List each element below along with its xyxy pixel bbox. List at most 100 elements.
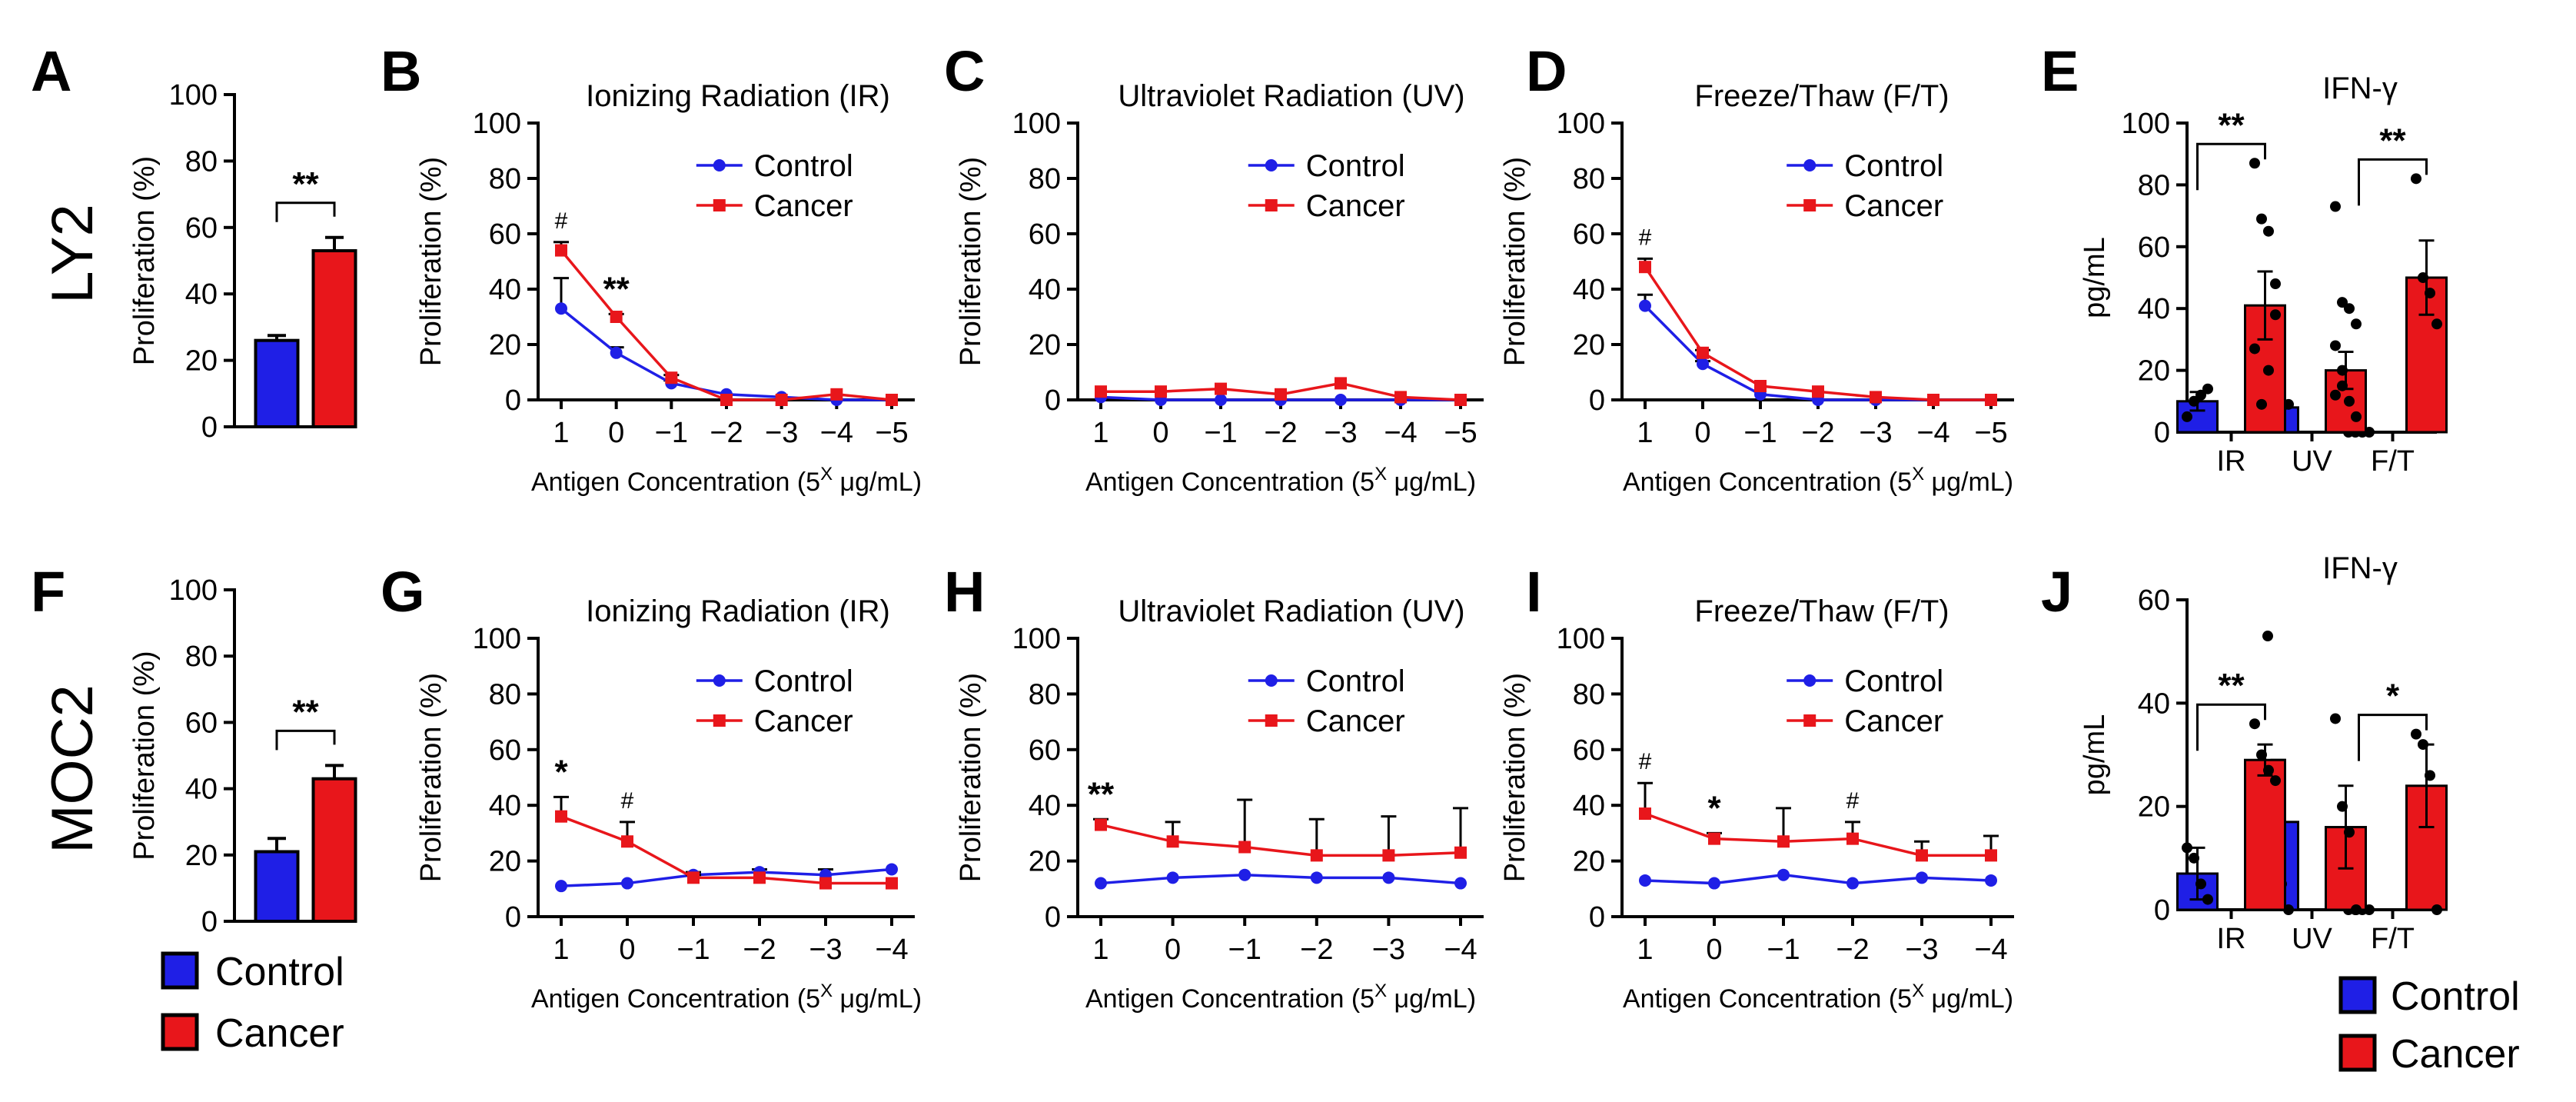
panel-i-cancer-point: [1846, 832, 1859, 845]
panel-g-cancer-point: [687, 871, 700, 884]
panel-d-cancer-line: [1644, 266, 1991, 401]
panel-h-x-axis-label: Antigen Concentration (5X μg/mL): [1085, 980, 1476, 1014]
panel-g-x-tick-label: 0: [619, 934, 635, 966]
panel-i-control-point: [1777, 868, 1790, 881]
panel-g-cancer-point: [621, 835, 633, 848]
panel-e-cancer-data-point: [2418, 272, 2428, 283]
panel-d-annotation: #: [1639, 225, 1652, 250]
panel-a-y-tick-label: 0: [201, 411, 218, 444]
panel-a-y-tick-label: 100: [169, 79, 218, 112]
panel-i-legend-marker-control: [1803, 674, 1816, 687]
panel-g-annotation: #: [621, 788, 634, 814]
panel-e-cancer-data-point: [2263, 365, 2274, 376]
panel-g-cancer-point: [555, 810, 567, 823]
panel-j-cancer-data-point: [2330, 713, 2341, 724]
panel-i-annotation: #: [1846, 788, 1860, 814]
panel-h-legend-marker-control: [1265, 674, 1278, 687]
legend-left-control-label: Control: [215, 950, 344, 994]
panel-e-category-label-ir: IR: [2217, 445, 2246, 478]
panel-b-x-tick-label: −5: [875, 417, 908, 449]
panel-i-y-tick-label: 60: [1573, 734, 1605, 767]
panel-g-title: Ionizing Radiation (IR): [586, 594, 890, 628]
panel-h-cancer-point: [1454, 846, 1467, 859]
panel-f-bar-cancer: [311, 777, 357, 923]
panel-d-legend-marker-control: [1803, 159, 1816, 171]
panel-b-control-point: [610, 346, 623, 359]
panel-b-x-tick-label: −4: [820, 417, 853, 449]
panel-h-cancer-point: [1310, 849, 1323, 862]
panel-a-significance-bracket: [275, 201, 336, 222]
panel-c-x-tick-label: −2: [1264, 417, 1297, 449]
panel-b-cancer-point: [610, 311, 623, 323]
panel-h-control-point: [1310, 871, 1323, 884]
panel-d-cancer-point: [1812, 385, 1824, 398]
panel-a-y-tick-label: 40: [185, 278, 218, 311]
panel-i-y-tick-label: 100: [1557, 623, 1605, 655]
panel-e-y-tick-label: 0: [2154, 417, 2170, 449]
panel-e-cancer-data-point: [2337, 380, 2348, 391]
panel-g-y-tick-label: 40: [489, 790, 521, 822]
panel-i-annotation: #: [1639, 749, 1652, 774]
panel-a-bar-control: [254, 338, 300, 428]
panel-c-legend-marker-control: [1265, 159, 1278, 171]
legend-right-control-label: Control: [2391, 974, 2520, 1019]
panel-h-legend-label-cancer: Cancer: [1306, 704, 1405, 738]
panel-h-control-point: [1095, 877, 1107, 890]
panel-i-x-tick-label: −3: [1905, 934, 1938, 966]
panel-b-y-tick-label: 0: [505, 385, 521, 417]
panel-e-cancer-data-point: [2344, 303, 2355, 315]
panel-d-x-axis-label: Antigen Concentration (5X μg/mL): [1623, 464, 2013, 497]
panel-b-x-tick-label: −1: [655, 417, 688, 449]
panel-b-x-tick-label: 0: [608, 417, 624, 449]
panel-b-x-tick-label: 1: [553, 417, 569, 449]
panel-b-legend-label-cancer: Cancer: [754, 189, 853, 223]
panel-g-y-tick-label: 80: [489, 678, 521, 711]
panel-h-y-tick-label: 80: [1029, 678, 1061, 711]
panel-i-cancer-line: [1644, 812, 1991, 857]
panel-j-y-tick-label: 60: [2138, 584, 2170, 617]
panel-i-control-point: [1916, 871, 1928, 884]
panel-h-control-point: [1382, 871, 1395, 884]
panel-e-cancer-data-point: [2270, 309, 2281, 321]
panel-f-y-tick-label: 80: [185, 641, 218, 673]
panel-j-significance-bracket: [2196, 703, 2266, 751]
panel-d-x-tick-label: −5: [1974, 417, 2007, 449]
panel-f-significance-label: **: [292, 693, 319, 731]
panel-c-y-tick-label: 0: [1045, 385, 1061, 417]
panel-f-bar-chart: 0 20 40 60 80 100 Proliferation (%) **: [128, 574, 357, 938]
panel-e-cancer-data-point: [2337, 297, 2348, 308]
panel-g-y-tick-label: 0: [505, 901, 521, 934]
panel-a-y-tick-label: 80: [185, 145, 218, 178]
panel-e-y-tick-label: 40: [2138, 293, 2170, 325]
panel-e-cancer-data-point: [2337, 365, 2348, 376]
panel-d-title: Freeze/Thaw (F/T): [1694, 79, 1949, 113]
panel-b-cancer-point: [665, 371, 678, 385]
panel-i-x-tick-label: 0: [1706, 934, 1722, 966]
panel-i-legend-marker-cancer: [1803, 714, 1816, 727]
panel-f-significance-bracket: [275, 729, 336, 751]
panel-c-x-tick-label: −4: [1384, 417, 1417, 449]
panel-g-y-tick-label: 100: [473, 623, 521, 655]
panel-i-x-tick-label: −2: [1836, 934, 1869, 966]
panel-e-control-data-point: [2189, 395, 2199, 407]
panel-i-y-tick-label: 20: [1573, 846, 1605, 878]
panel-i-y-tick-label: 0: [1589, 901, 1605, 934]
panel-d-legend-label-cancer: Cancer: [1844, 189, 1943, 223]
panel-i-cancer-point: [1708, 832, 1720, 845]
panel-h-y-tick-label: 0: [1045, 901, 1061, 934]
panel-i-control-point: [1985, 874, 1997, 887]
panel-c-y-axis-label: Proliferation (%): [955, 157, 987, 366]
panel-j-y-tick-label: 0: [2154, 894, 2170, 927]
panel-i-control-point: [1708, 877, 1720, 890]
panel-h-y-tick-label: 20: [1029, 846, 1061, 878]
panel-h-x-tick-label: −4: [1444, 934, 1477, 966]
panel-j-control-data-point: [2262, 631, 2273, 642]
panel-h-legend-marker-cancer: [1265, 714, 1278, 727]
panel-e-cancer-data-point: [2330, 389, 2341, 401]
panel-g-control-point: [555, 880, 567, 893]
panel-d-y-tick-label: 0: [1589, 385, 1605, 417]
panel-j-significance-bracket: [2358, 714, 2428, 761]
panel-b-legend-marker-control: [713, 159, 726, 171]
panel-g-x-tick-label: −1: [676, 934, 710, 966]
panel-g-cancer-line: [560, 815, 892, 885]
